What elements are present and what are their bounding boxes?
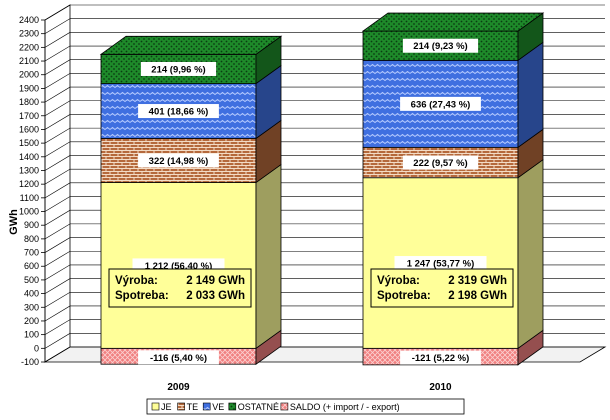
legend-swatch (280, 402, 289, 411)
data-label-text: 636 (27,43 %) (411, 99, 471, 110)
data-label-bg (394, 256, 487, 271)
data-label: 1 247 (53,77 %) (394, 256, 487, 271)
y-tick-label: 800 (24, 234, 39, 244)
bar-side-je (517, 158, 544, 350)
annotation-frame (108, 268, 252, 308)
y-tick-label: 2000 (19, 70, 39, 80)
annotation-box: Výroba: 2 319 GWh Spotreba: 2 198 GWh (370, 268, 514, 308)
data-label-text: -121 (5,22 %) (412, 353, 470, 364)
y-tick-label: 2300 (19, 29, 39, 39)
annotation-frame (370, 268, 514, 308)
legend-item-te: TE (177, 402, 199, 412)
data-label-bg (400, 350, 481, 365)
y-tick-label: 1000 (19, 207, 39, 217)
data-label-bg (402, 38, 479, 53)
legend-label: JE (161, 402, 172, 412)
y-tick-label: 1800 (19, 97, 39, 107)
y-axis-title: GWh (8, 209, 20, 235)
annotation-label: Spotreba: (115, 290, 169, 302)
bar-side-je (255, 163, 282, 350)
data-label: -121 (5,22 %) (400, 350, 481, 365)
legend-item-je: JE (151, 402, 172, 412)
data-label-bg (140, 61, 217, 76)
data-label-bg (138, 350, 219, 365)
legend-frame (146, 398, 465, 415)
y-tick-label: 0 (34, 343, 39, 353)
y-tick-label: 1600 (19, 124, 39, 134)
bar-segment-ve (100, 64, 282, 140)
data-label-text: 214 (9,96 %) (151, 64, 205, 75)
data-label-text: 401 (18,66 %) (149, 107, 209, 118)
y-tick-label: 900 (24, 220, 39, 230)
legend-swatch (202, 402, 211, 411)
data-label-text: 222 (9,57 %) (413, 158, 467, 169)
data-label-text: 1 212 (56,40 %) (145, 261, 213, 272)
data-label: 636 (27,43 %) (400, 96, 481, 111)
y-tick-label: 1400 (19, 152, 39, 162)
legend-swatch (177, 402, 185, 411)
annotation-label: Spotreba: (377, 290, 431, 302)
y-tick-label: 200 (24, 316, 39, 326)
x-tick-label: 2010 (429, 382, 452, 393)
annotation-value: 2 033 GWh (186, 290, 245, 302)
legend: JE TE VE OSTATNÉ SALDO (+ import / - export) (146, 398, 465, 415)
data-label: -116 (5,40 %) (138, 350, 219, 365)
annotation-value: 2 149 GWh (186, 275, 245, 287)
x-axis-ticks: 2009 2010 (167, 382, 452, 393)
legend-item-ve: VE (202, 402, 224, 412)
data-label: 214 (9,23 %) (402, 38, 479, 53)
legend-item-saldo: SALDO (+ import / - export) (280, 402, 400, 412)
bar-top-ostatne (361, 12, 545, 32)
y-tick-label: 1700 (19, 111, 39, 121)
x-tick-label: 2009 (167, 382, 190, 393)
bar-segment-te (100, 119, 282, 184)
y-tick-label: 1500 (19, 138, 39, 148)
y-tick-label: 2200 (19, 42, 39, 52)
y-tick-label: 300 (24, 302, 39, 312)
data-label-bg (402, 155, 479, 170)
y-tick-label: 400 (24, 289, 39, 299)
y-tick-label: 100 (24, 330, 39, 340)
legend-label: TE (187, 402, 199, 412)
data-label-bg (138, 153, 219, 168)
y-tick-label: -100 (21, 357, 39, 367)
data-label: 401 (18,66 %) (138, 104, 219, 119)
grid-line (44, 4, 605, 21)
legend-label: OSTATNÉ (238, 402, 279, 412)
data-label: 214 (9,96 %) (140, 61, 217, 76)
y-axis-ticks: -100 0 100 200 300 400 500 600 700 800 900 1000 1100… (19, 15, 46, 367)
data-label: 322 (14,98 %) (138, 153, 219, 168)
y-tick-label: 600 (24, 261, 39, 271)
data-label-bg (400, 96, 481, 111)
annotation-value: 2 319 GWh (448, 275, 507, 287)
legend-swatch (228, 402, 237, 411)
y-tick-label: 2100 (19, 56, 39, 66)
y-tick-label: 1100 (20, 193, 39, 203)
data-label: 222 (9,57 %) (402, 155, 479, 170)
bar-segment-je (100, 163, 282, 350)
legend-swatch (151, 402, 160, 411)
y-tick-label: 500 (24, 275, 39, 285)
legend-label: VE (212, 402, 224, 412)
legend-item-ostatne: OSTATNÉ (228, 402, 279, 412)
bar-segment-je (362, 158, 544, 350)
data-label-text: 322 (14,98 %) (149, 156, 209, 167)
y-tick-label: 2400 (19, 15, 39, 25)
y-tick-label: 700 (24, 248, 39, 258)
annotation-label: Výroba: (377, 275, 420, 287)
data-label-text: 214 (9,23 %) (413, 41, 467, 52)
data-label-bg (138, 104, 219, 119)
y-tick-label: 1300 (19, 165, 39, 175)
y-tick-label: 1900 (19, 83, 39, 93)
data-label-text: -116 (5,40 %) (150, 353, 207, 364)
y-tick-label: 1200 (19, 179, 39, 189)
annotation-box: Výroba: 2 149 GWh Spotreba: 2 033 GWh (108, 268, 252, 308)
data-label-text: 1 247 (53,77 %) (407, 259, 475, 270)
annotation-label: Výroba: (115, 275, 158, 287)
annotation-value: 2 198 GWh (448, 290, 507, 302)
bar-top-ostatne (99, 35, 283, 55)
legend-label: SALDO (+ import / - export) (290, 402, 400, 412)
